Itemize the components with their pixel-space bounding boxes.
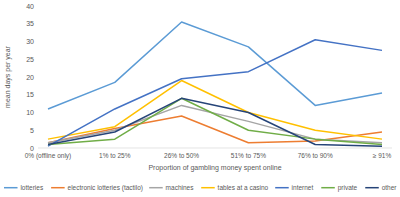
y-tick-label: 5 xyxy=(30,127,34,134)
legend-label: other xyxy=(382,184,398,191)
legend-label: machines xyxy=(166,184,195,191)
chart: 0 5 10 15 20 25 30 35 40 mean days per year 0% (of… xyxy=(0,0,400,197)
legend-swatch xyxy=(149,187,163,189)
x-tick-label: 0% (offline only) xyxy=(25,152,72,160)
y-tick-label: 20 xyxy=(26,74,34,81)
y-tick-label: 10 xyxy=(26,109,34,116)
legend-swatch xyxy=(4,187,18,189)
series-line xyxy=(48,98,382,146)
x-tick-label: 1% to 25% xyxy=(99,152,131,159)
legend-swatch xyxy=(275,187,289,189)
legend-swatch xyxy=(365,187,379,189)
y-tick-label: 15 xyxy=(26,91,34,98)
x-tick-label: ≥ 91% xyxy=(373,152,392,159)
legend-label: electronic lotteries (tactilo) xyxy=(68,184,144,192)
y-axis-title: mean days per year xyxy=(4,45,12,108)
series-line xyxy=(48,81,382,140)
legend-label: internet xyxy=(292,184,314,191)
legend-swatch xyxy=(201,187,215,189)
x-tick-label: 26% to 50% xyxy=(164,152,199,159)
x-axis-title: Proportion of gambling money spent onlin… xyxy=(148,164,281,172)
x-axis-line xyxy=(38,148,392,149)
series-line xyxy=(48,105,382,142)
legend-label: tables at a casino xyxy=(218,184,269,191)
series-line xyxy=(48,40,382,146)
y-tick-label: 35 xyxy=(26,20,34,27)
legend-label: private xyxy=(338,184,358,192)
y-tick-label: 40 xyxy=(26,3,34,10)
y-tick-label: 25 xyxy=(26,56,34,63)
x-tick-label: 76% to 90% xyxy=(298,152,333,159)
y-tick-label: 0 xyxy=(30,145,34,152)
x-tick-label: 51% to 75% xyxy=(231,152,266,159)
y-tick-label: 30 xyxy=(26,38,34,45)
legend-swatch xyxy=(51,187,65,189)
plot-lines xyxy=(48,22,382,146)
legend-swatch xyxy=(321,187,335,189)
legend-label: lotteries xyxy=(20,184,44,191)
legend: lotteries electronic lotteries (tactilo) m… xyxy=(4,184,397,192)
